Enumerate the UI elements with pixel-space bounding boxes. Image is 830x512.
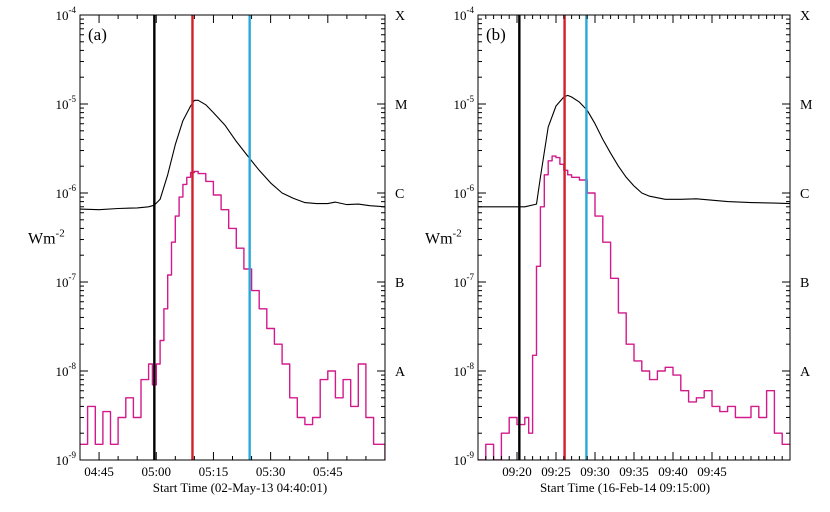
panel-b-xtick-label: 09:35 [619,464,649,479]
panel-b-series-short [478,155,790,460]
panel-a-xtick-label: 05:00 [141,464,171,479]
panel-b-class-label-m: M [800,98,813,113]
panel-b-class-label-c: C [800,187,809,202]
panel-a-class-label-m: M [395,98,408,113]
panel-a-ytick-label: 10-8 [56,361,77,379]
panel-a-xtick-label: 05:45 [313,464,343,479]
panel-a-xtick-label: 04:45 [84,464,114,479]
panel-a-class-label-c: C [395,187,404,202]
panel-a-ytick-label: 10-7 [56,272,77,290]
panel-a-class-label-b: B [395,276,404,291]
panel-a-xtick-label: 05:15 [199,464,229,479]
panel-b-ytick-label: 10-9 [454,450,475,468]
panel-b-ytick-label: 10-5 [454,94,475,112]
panel-b-xlabel: Start Time (16-Feb-14 09:15:00) [540,480,710,495]
panel-a-series-short [80,170,385,460]
panel-b-ytick-label: 10-6 [454,183,475,201]
panel-a-series-long [80,99,385,211]
panel-b-class-label-b: B [800,276,809,291]
panel-b-ytick-label: 10-8 [454,361,475,379]
panel-a-ytick-label: 10-5 [56,94,77,112]
panel-a-xtick-label: 05:30 [256,464,286,479]
panel-a: 10-4 10-5 10-6 10-7 10-8 10-9 X M C B A 04:45 05:00 0… [28,5,408,495]
panel-a-class-label-x: X [395,9,405,24]
panel-b-ylabel: Wm-2 [425,228,462,248]
panel-a-frame [79,14,386,461]
panel-b-series-long [478,94,790,208]
panel-b-tag: (b) [486,25,506,44]
panel-b: 10-4 10-5 10-6 10-7 10-8 10-9 X M C B A 09:20 09:25 0… [425,5,813,495]
panel-a-ylabel: Wm-2 [28,228,65,248]
panel-b-xtick-label: 09:45 [697,464,727,479]
panel-a-tag: (a) [88,25,107,44]
panel-b-ytick-label: 10-4 [454,5,475,23]
panel-b-frame [477,14,791,461]
panel-a-ytick-label: 10-6 [56,183,77,201]
panel-b-xtick-label: 09:30 [580,464,610,479]
panel-b-xtick-label: 09:25 [541,464,571,479]
panel-b-class-label-a: A [800,365,811,380]
panel-a-class-label-a: A [395,365,406,380]
panel-b-xtick-label: 09:40 [658,464,688,479]
panel-b-class-label-x: X [800,9,810,24]
panel-b-ytick-label: 10-7 [454,272,475,290]
panel-a-ytick-label: 10-9 [56,450,77,468]
panel-a-ytick-label: 10-4 [56,5,77,23]
panel-b-xtick-label: 09:20 [502,464,532,479]
panel-a-xlabel: Start Time (02-May-13 04:40:01) [153,480,327,495]
